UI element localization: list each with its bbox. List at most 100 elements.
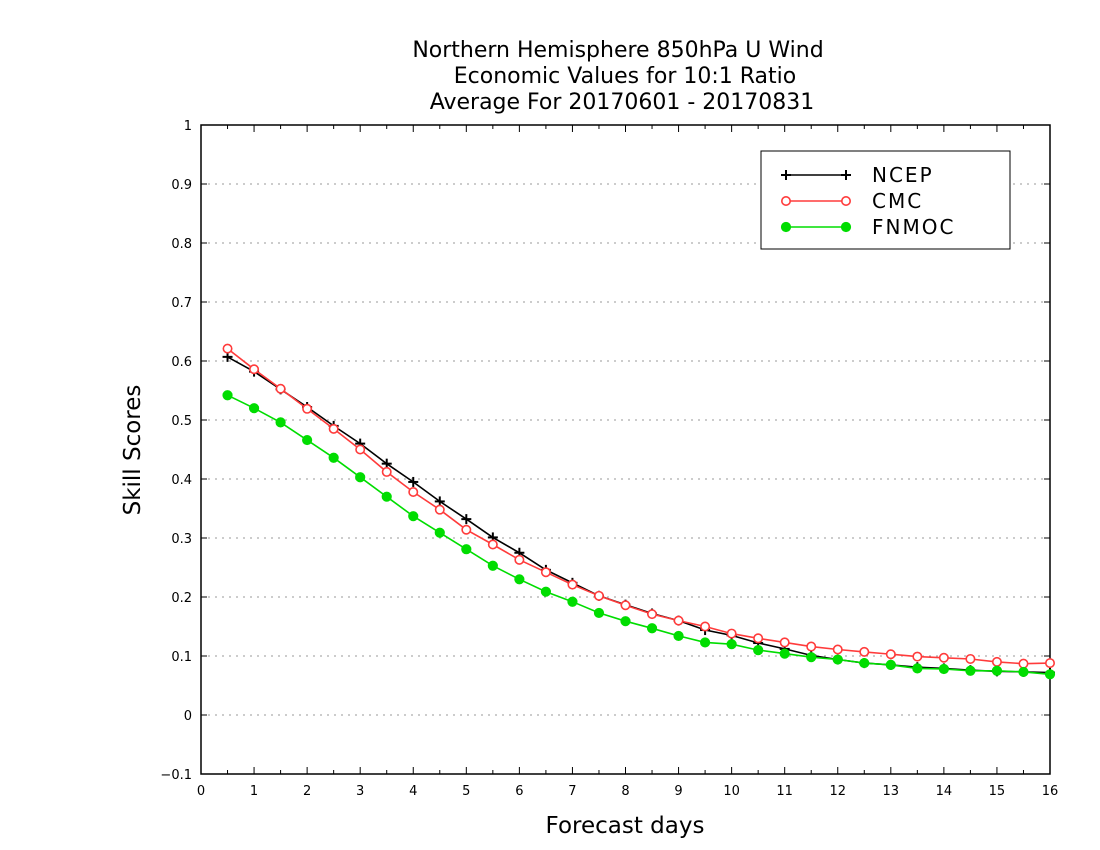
legend-marker-cmc	[840, 196, 851, 207]
data-point-cmc	[222, 343, 233, 354]
data-point-fnmoc	[991, 665, 1003, 676]
data-point-cmc	[832, 644, 843, 655]
x-tick-label: 13	[883, 784, 900, 799]
series-line-cmc	[227, 347, 1051, 665]
data-point-cmc	[673, 615, 684, 626]
data-point-ncep	[408, 476, 419, 487]
data-point-fnmoc	[859, 657, 870, 669]
data-point-cmc	[647, 609, 658, 620]
legend-label-fnmoc: FNMOC	[872, 215, 955, 239]
legend-item-cmc: CMC	[780, 189, 923, 213]
data-point-cmc	[726, 628, 737, 639]
series-cmc	[222, 343, 1056, 669]
data-point-cmc	[1045, 658, 1056, 669]
data-point-cmc	[540, 567, 551, 578]
plot-frame	[200, 124, 1051, 775]
data-point-fnmoc	[275, 417, 286, 428]
data-point-ncep	[461, 514, 472, 525]
legend-marker-cmc	[780, 196, 791, 207]
y-tick-label: 1	[184, 119, 192, 134]
x-tick-label: 5	[462, 784, 470, 799]
x-tick-label: 15	[989, 784, 1006, 799]
y-tick-label: 0.2	[171, 591, 192, 606]
data-point-fnmoc	[938, 663, 949, 675]
y-tick-label: 0.9	[171, 178, 192, 193]
data-point-fnmoc	[753, 645, 764, 656]
legend-item-ncep: NCEP	[781, 163, 934, 187]
data-point-cmc	[302, 403, 313, 414]
data-point-cmc	[779, 637, 790, 648]
data-point-fnmoc	[912, 663, 923, 674]
data-point-fnmoc	[726, 639, 737, 650]
data-point-cmc	[1018, 658, 1029, 669]
legend-box	[760, 150, 1011, 250]
y-axis-label: Skill Scores	[120, 385, 146, 516]
data-point-fnmoc	[248, 403, 260, 414]
data-point-cmc	[461, 524, 472, 535]
x-tick-label: 16	[1042, 784, 1059, 799]
data-point-fnmoc	[620, 616, 631, 627]
x-tick-label: 9	[674, 784, 682, 799]
y-tick-label: 0.8	[171, 237, 192, 252]
data-point-cmc	[381, 466, 392, 477]
data-point-cmc	[885, 649, 896, 660]
x-tick-label: 8	[621, 784, 629, 799]
data-point-cmc	[434, 504, 445, 515]
x-tick-label: 4	[409, 784, 417, 799]
data-point-fnmoc	[1044, 669, 1056, 680]
data-point-fnmoc	[1018, 666, 1029, 678]
legend-label-cmc: CMC	[872, 189, 923, 213]
y-tick-label: 0.6	[171, 355, 192, 370]
data-point-cmc	[593, 590, 604, 601]
legend-marker-ncep	[781, 170, 791, 180]
x-tick-label: 7	[568, 784, 576, 799]
data-point-cmc	[328, 423, 339, 434]
data-point-fnmoc	[806, 652, 817, 663]
data-point-cmc	[753, 633, 764, 644]
data-point-fnmoc	[593, 607, 605, 619]
x-axis: 0 1 2 3 4 5 6 7 8 9 10 11 12 13 14 15 16	[197, 125, 1058, 799]
data-point-fnmoc	[965, 665, 976, 676]
x-tick-label: 14	[936, 784, 953, 799]
data-point-fnmoc	[567, 596, 578, 607]
y-tick-label: 0.5	[171, 414, 192, 429]
data-point-fnmoc	[461, 544, 472, 555]
gridlines	[201, 183, 1050, 716]
data-point-fnmoc	[514, 574, 525, 585]
legend-label-ncep: NCEP	[872, 163, 934, 187]
y-tick-label: −0.1	[160, 768, 192, 783]
data-point-cmc	[275, 383, 286, 394]
y-tick-label: 0	[184, 709, 192, 724]
data-point-fnmoc	[222, 390, 233, 401]
data-point-fnmoc	[487, 560, 498, 571]
y-tick-label: 0.1	[171, 650, 192, 665]
series-fnmoc	[222, 390, 1056, 680]
legend-marker-ncep	[841, 170, 851, 180]
legend-marker-fnmoc	[780, 221, 792, 233]
y-tick-label: 0.3	[171, 532, 192, 547]
data-point-cmc	[965, 653, 976, 664]
legend-marker-fnmoc	[840, 221, 852, 233]
x-tick-label: 6	[515, 784, 523, 799]
data-point-fnmoc	[408, 511, 419, 522]
title-line-1: Northern Hemisphere 850hPa U Wind	[412, 38, 823, 63]
x-tick-label: 12	[829, 784, 846, 799]
x-axis-label: Forecast days	[546, 813, 705, 839]
series-layer	[222, 343, 1056, 680]
x-tick-label: 11	[776, 784, 793, 799]
x-tick-label: 0	[197, 784, 205, 799]
x-tick-label: 2	[303, 784, 311, 799]
data-point-cmc	[514, 554, 525, 565]
data-point-fnmoc	[302, 434, 313, 446]
data-point-fnmoc	[673, 630, 684, 642]
chart-title: Northern Hemisphere 850hPa U Wind Econom…	[412, 38, 823, 115]
data-point-fnmoc	[355, 472, 366, 483]
data-point-fnmoc	[328, 452, 339, 463]
data-point-fnmoc	[779, 648, 790, 659]
data-point-cmc	[487, 539, 498, 550]
data-point-fnmoc	[540, 586, 552, 597]
data-point-fnmoc	[646, 623, 658, 634]
x-tick-label: 3	[356, 784, 364, 799]
title-line-3: Average For 20170601 - 20170831	[430, 90, 815, 115]
